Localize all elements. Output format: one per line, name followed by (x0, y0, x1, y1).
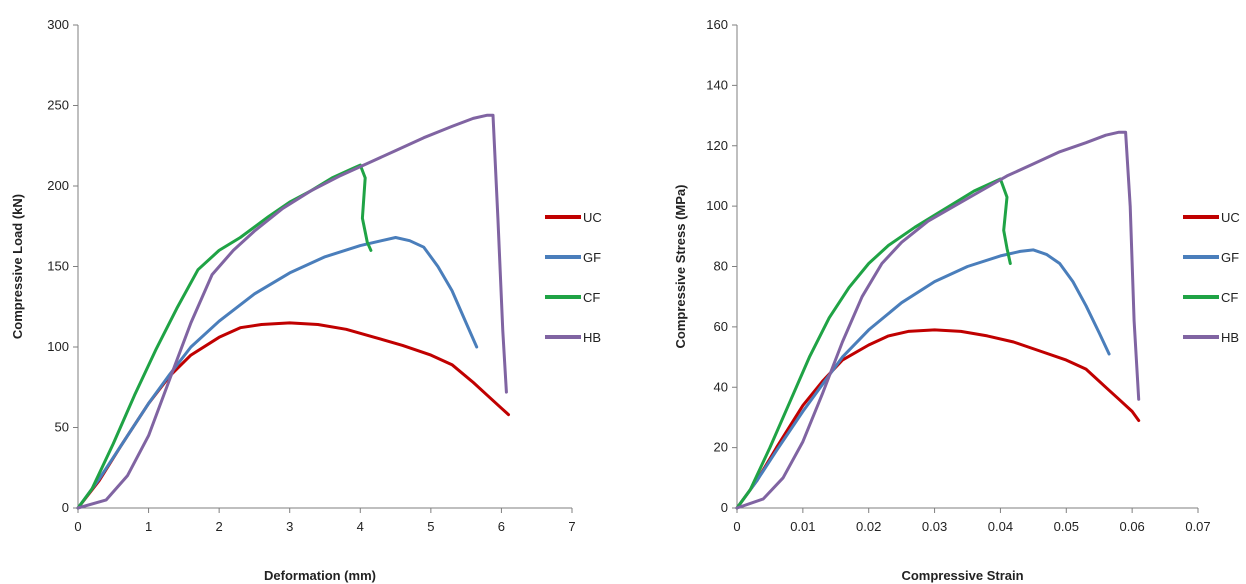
x-tick-label: 0.04 (988, 519, 1013, 534)
series-line-uc (76, 321, 510, 510)
x-tick-label: 0.05 (1054, 519, 1079, 534)
legend-label-cf: CF (1221, 290, 1238, 305)
legend-label-uc: UC (583, 210, 602, 225)
x-tick-label: 0.07 (1185, 519, 1210, 534)
y-tick-label: 120 (706, 138, 728, 153)
x-tick-label: 0.03 (922, 519, 947, 534)
x-tick-label: 3 (286, 519, 293, 534)
series-line-gf (735, 248, 1111, 510)
y-tick-label: 0 (62, 500, 69, 515)
series-line-cf (76, 163, 373, 510)
y-tick-label: 150 (47, 259, 69, 274)
chart-stress-strain: 0 20 40 60 80 100 120 140 160 0 0.01 0.02 0.03 0.04 0.… (673, 17, 1240, 583)
legend-label-uc: UC (1221, 210, 1240, 225)
y-tick-label: 140 (706, 77, 728, 92)
legend-label-gf: GF (1221, 250, 1239, 265)
x-tick-label: 0.06 (1119, 519, 1144, 534)
y-tick-label: 20 (714, 440, 728, 455)
series-line-hb (735, 130, 1141, 510)
series-line-cf (735, 177, 1012, 510)
x-tick-label: 7 (568, 519, 575, 534)
legend-label-hb: HB (583, 330, 601, 345)
x-tick-label: 0 (733, 519, 740, 534)
x-tick-label: 4 (357, 519, 364, 534)
y-tick-label: 0 (721, 500, 728, 515)
y-axis-title: Compressive Load (kN) (10, 194, 25, 339)
y-tick-label: 250 (47, 98, 69, 113)
x-tick-label: 6 (498, 519, 505, 534)
x-tick-label: 0 (74, 519, 81, 534)
y-tick-label: 160 (706, 17, 728, 32)
y-tick-label: 50 (55, 420, 69, 435)
x-tick-label: 2 (216, 519, 223, 534)
y-tick-label: 200 (47, 178, 69, 193)
y-tick-label: 100 (706, 198, 728, 213)
y-axis-title: Compressive Stress (MPa) (673, 184, 688, 348)
y-tick-label: 300 (47, 17, 69, 32)
legend-label-hb: HB (1221, 330, 1239, 345)
y-tick-label: 100 (47, 339, 69, 354)
series-line-uc (735, 328, 1141, 510)
y-tick-label: 80 (714, 259, 728, 274)
x-tick-label: 0.02 (856, 519, 881, 534)
legend-label-gf: GF (583, 250, 601, 265)
x-tick-label: 1 (145, 519, 152, 534)
x-axis-title: Deformation (mm) (264, 568, 376, 583)
x-axis-title: Compressive Strain (901, 568, 1023, 583)
y-tick-label: 60 (714, 319, 728, 334)
series-line-gf (76, 236, 479, 510)
chart-load-deformation: 0 50 100 150 200 250 300 0 1 2 3 4 5 6 7 Deformation (m… (10, 17, 602, 583)
x-tick-label: 5 (427, 519, 434, 534)
y-tick-label: 40 (714, 379, 728, 394)
x-tick-label: 0.01 (790, 519, 815, 534)
series-line-hb (76, 113, 508, 510)
legend-label-cf: CF (583, 290, 600, 305)
